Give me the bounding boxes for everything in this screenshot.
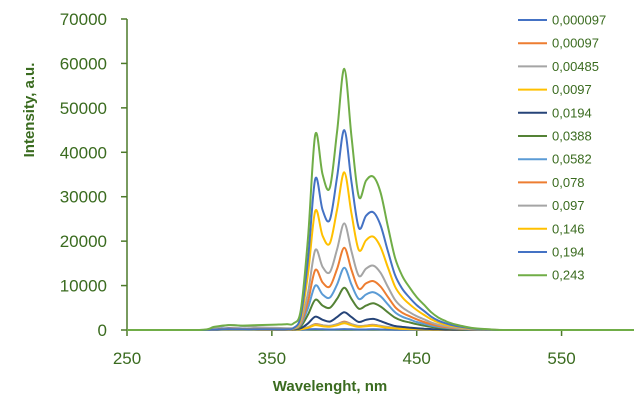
series-line-12	[127, 67, 634, 332]
legend-label: 0,00485	[552, 59, 599, 74]
y-tick-label: 70000	[60, 10, 107, 29]
legend-label: 0,243	[552, 268, 585, 283]
x-axis-label: Wavelenght, nm	[273, 378, 387, 395]
legend-label: 0,00097	[552, 36, 599, 51]
legend-label: 0,097	[552, 198, 585, 213]
legend-label: 0,0097	[552, 82, 592, 97]
y-tick-label: 30000	[60, 188, 107, 207]
legend-label: 0,0388	[552, 129, 592, 144]
series-line-6	[127, 286, 634, 332]
chart-legend: 0,000097 0,00097 0,00485 0,0097 0,0194 0,0388…	[518, 13, 606, 283]
legend-label: 0,000097	[552, 13, 606, 28]
legend-label: 0,0194	[552, 105, 592, 120]
y-tick-label: 40000	[60, 143, 107, 162]
series-line-8	[127, 246, 634, 332]
x-tick-label: 550	[547, 349, 575, 368]
y-tick-label: 0	[98, 321, 107, 340]
series-layer	[127, 67, 634, 332]
x-tick-label: 450	[403, 349, 431, 368]
x-tick-label: 250	[113, 349, 141, 368]
series-line-11	[127, 129, 634, 332]
legend-label: 0,146	[552, 221, 585, 236]
y-tick-label: 60000	[60, 54, 107, 73]
legend-label: 0,078	[552, 175, 585, 190]
y-axis-label: Intensity, a.u.	[21, 63, 38, 158]
legend-label: 0,0582	[552, 152, 592, 167]
legend-label: 0,194	[552, 245, 585, 260]
x-tick-label: 350	[258, 349, 286, 368]
chart-axes: 0 10000 20000 30000 40000 50000 60000 70000 250 3…	[60, 10, 634, 368]
y-tick-label: 50000	[60, 99, 107, 118]
y-tick-label: 10000	[60, 277, 107, 296]
y-tick-label: 20000	[60, 232, 107, 251]
